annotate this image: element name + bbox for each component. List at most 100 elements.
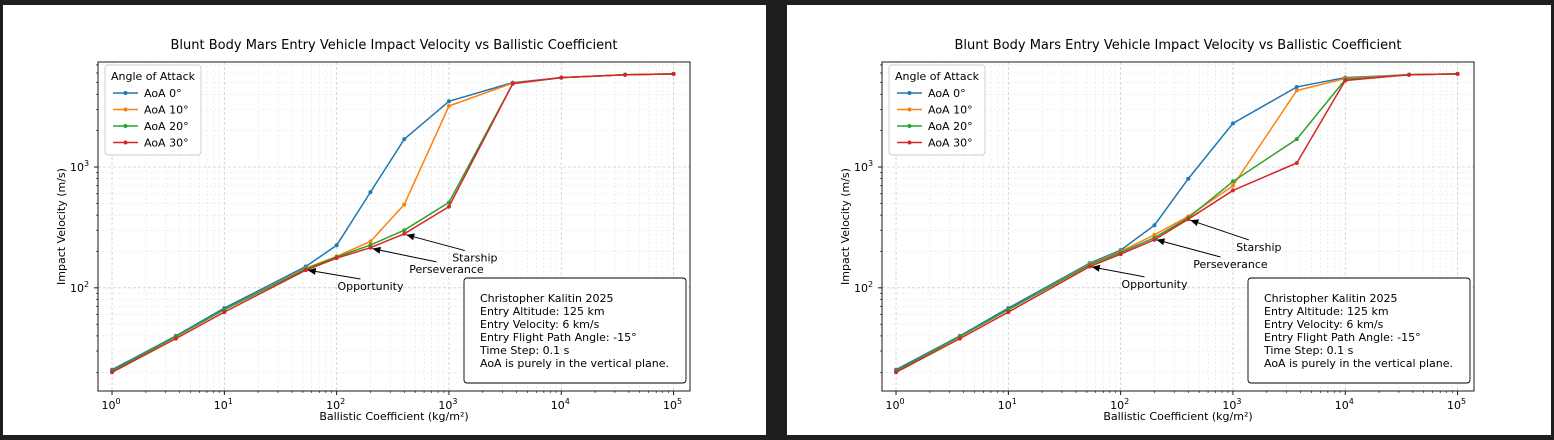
data-point	[1294, 84, 1299, 89]
data-point	[446, 99, 451, 104]
legend-marker	[123, 124, 128, 128]
x-tick-exp: 5	[1461, 397, 1466, 406]
x-tick-label: 103	[438, 397, 457, 412]
x-tick-label: 103	[1222, 397, 1241, 412]
chart-panel-right: 100 101 102 103 104 105 102 103 Blunt Body Mars …	[787, 5, 1551, 435]
annotation-arrow-head	[406, 233, 415, 241]
data-point	[402, 137, 407, 142]
data-point	[402, 228, 407, 233]
info-box-line: Entry Velocity: 6 km/s	[1264, 318, 1384, 331]
annotation-label: Perseverance	[409, 263, 484, 276]
series-line	[895, 73, 1458, 372]
info-box-line: Entry Flight Path Angle: -15°	[480, 331, 637, 344]
y-tick-base: 10	[70, 282, 84, 295]
data-point	[368, 190, 373, 195]
series-line	[895, 73, 1458, 371]
x-tick-label: 102	[1110, 397, 1129, 412]
x-tick-label: 100	[101, 397, 120, 412]
annotation-label: Opportunity	[1121, 278, 1188, 291]
x-tick-label: 100	[885, 397, 904, 412]
x-axis-label: Ballistic Coefficient (kg/m²)	[319, 410, 468, 423]
data-point	[671, 71, 676, 76]
x-tick-base: 10	[998, 399, 1012, 412]
x-tick-label: 105	[1447, 397, 1466, 412]
data-point	[1230, 183, 1235, 188]
plot-frame	[881, 61, 1475, 392]
data-point	[334, 256, 339, 261]
x-tick-base: 10	[1110, 399, 1124, 412]
data-point	[222, 310, 227, 315]
data-point	[1230, 179, 1235, 184]
data-point	[110, 370, 115, 375]
annotation-arrow	[307, 269, 361, 280]
chart-title: Blunt Body Mars Entry Vehicle Impact Vel…	[171, 38, 618, 53]
legend-box	[888, 64, 986, 156]
x-tick-exp: 2	[340, 397, 345, 406]
legend-label: AoA 10°	[144, 104, 189, 117]
data-point	[1294, 160, 1299, 165]
y-tick-label: 102	[854, 280, 873, 295]
y-axis-label: Impact Velocity (m/s)	[55, 168, 68, 285]
grid	[882, 62, 1474, 391]
chart-panel-left: 100 101 102 103 104 105 102 103 Blunt Body Mars …	[3, 5, 766, 435]
annotation-arrow-head	[1190, 219, 1199, 227]
data-point	[303, 268, 308, 273]
annotation-label: Opportunity	[337, 280, 404, 293]
legend-label: AoA 30°	[144, 137, 189, 150]
x-tick-label: 101	[998, 397, 1017, 412]
data-point	[1230, 188, 1235, 193]
data-point	[1152, 232, 1157, 237]
legend-marker	[907, 140, 912, 145]
x-axis-label: Ballistic Coefficient (kg/m²)	[1103, 410, 1252, 423]
series-line	[895, 73, 1458, 373]
legend: Angle of Attack AoA 0° AoA 10° AoA 20° AoA 3…	[888, 64, 986, 156]
x-tick-exp: 0	[115, 397, 120, 406]
data-point	[559, 75, 564, 80]
legend: Angle of Attack AoA 0° AoA 10° AoA 20° AoA 3…	[104, 64, 202, 156]
y-tick-base: 10	[854, 282, 868, 295]
info-box-frame	[1247, 277, 1471, 384]
info-box-line: Entry Altitude: 125 km	[1264, 305, 1389, 318]
annotation-label: Perseverance	[1193, 258, 1268, 271]
x-tick-base: 10	[1335, 399, 1349, 412]
data-point	[894, 370, 899, 375]
annotation-arrow	[1091, 266, 1145, 278]
data-point	[957, 336, 962, 341]
x-tick-base: 10	[663, 399, 677, 412]
data-point	[1294, 137, 1299, 142]
y-tick-label: 103	[70, 159, 89, 174]
annotation-arrow-head	[1156, 238, 1166, 246]
info-box-line: Entry Altitude: 125 km	[480, 305, 605, 318]
legend-label: AoA 0°	[928, 87, 966, 100]
data-point	[1087, 264, 1092, 269]
x-tick-exp: 1	[1012, 397, 1017, 406]
x-tick-exp: 5	[677, 397, 682, 406]
data-point	[1006, 310, 1011, 315]
legend-marker	[123, 91, 128, 95]
x-tick-base: 10	[438, 399, 452, 412]
annotation-label: Starship	[1236, 241, 1281, 254]
info-box-line: Time Step: 0.1 s	[1263, 344, 1354, 357]
x-tick-base: 10	[885, 399, 899, 412]
x-tick-exp: 1	[228, 397, 233, 406]
annotation-arrow	[1156, 239, 1221, 258]
x-tick-label: 105	[663, 397, 682, 412]
annotation-arrow	[406, 234, 465, 252]
info-box-line: Entry Velocity: 6 km/s	[480, 318, 600, 331]
data-point	[1186, 176, 1191, 181]
x-tick-exp: 0	[899, 397, 904, 406]
annotation-arrow-head	[1091, 264, 1101, 272]
annotation-label: Starship	[452, 252, 497, 265]
data-point	[1343, 78, 1348, 83]
data-point	[173, 336, 178, 341]
x-tick-label: 104	[551, 397, 570, 412]
info-box-line: AoA is purely in the vertical plane.	[1264, 357, 1453, 370]
legend-marker	[123, 140, 128, 145]
data-point	[446, 103, 451, 108]
x-tick-base: 10	[1447, 399, 1461, 412]
x-tick-label: 104	[1335, 397, 1354, 412]
data-point	[1186, 217, 1191, 222]
info-box-frame	[463, 277, 687, 384]
